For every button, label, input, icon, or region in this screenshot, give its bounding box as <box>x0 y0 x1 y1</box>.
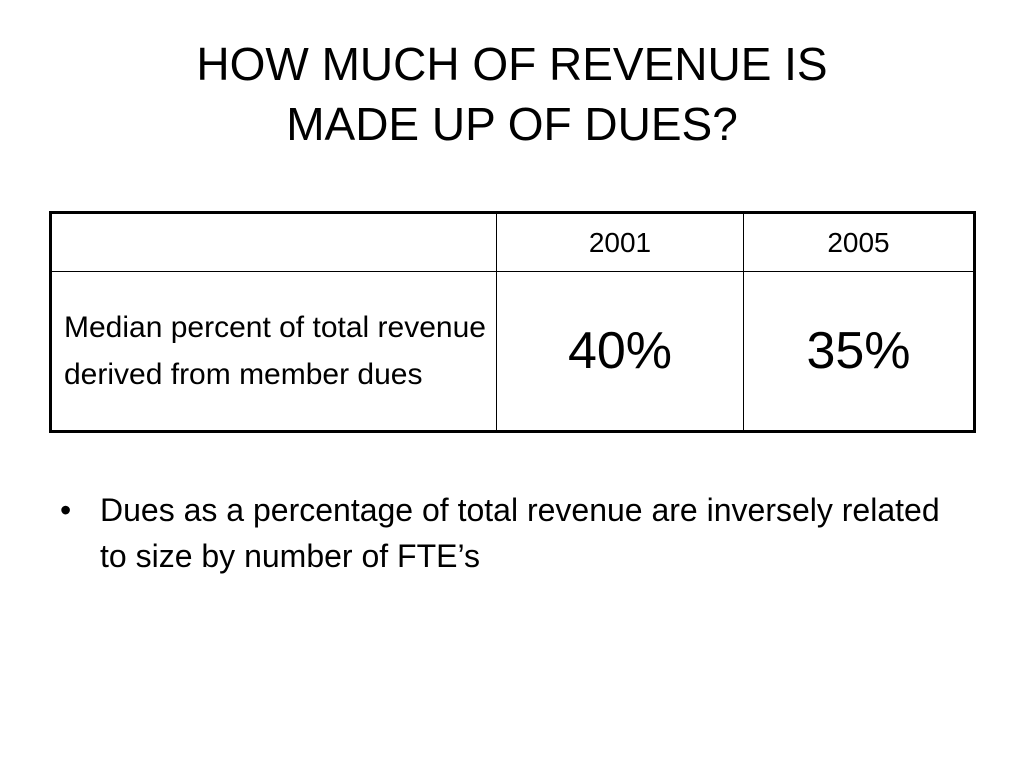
header-year-2005: 2005 <box>743 212 975 272</box>
value-2001: 40% <box>496 271 744 432</box>
slide-title: HOW MUCH OF REVENUE IS MADE UP OF DUES? <box>0 34 1024 154</box>
bullet-item: • Dues as a percentage of total revenue … <box>60 487 960 579</box>
table-row: Median percent of total revenue derived … <box>50 271 975 432</box>
table-header-row: 2001 2005 <box>50 212 975 272</box>
slide-title-line-2: MADE UP OF DUES? <box>286 98 738 150</box>
dues-table: 2001 2005 Median percent of total revenu… <box>49 211 976 433</box>
row-label-median-percent: Median percent of total revenue derived … <box>50 271 497 432</box>
bullet-text: Dues as a percentage of total revenue ar… <box>100 492 940 574</box>
slide-title-line-1: HOW MUCH OF REVENUE IS <box>196 38 828 90</box>
bullet-list: • Dues as a percentage of total revenue … <box>60 487 960 579</box>
value-2005: 35% <box>743 271 975 432</box>
table-corner-cell <box>50 212 497 272</box>
bullet-marker-icon: • <box>60 492 72 528</box>
header-year-2001: 2001 <box>496 212 744 272</box>
